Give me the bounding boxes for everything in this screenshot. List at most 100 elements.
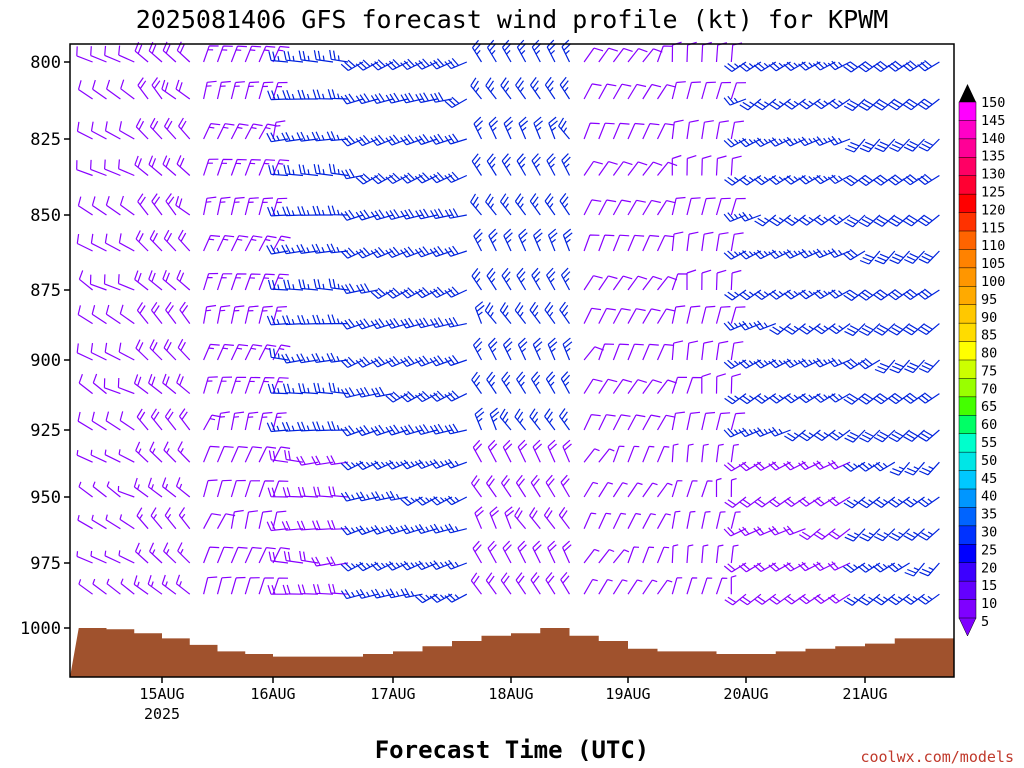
wind-barb [686, 340, 699, 361]
x-tick-label: 20AUG [723, 685, 768, 703]
wind-barb [106, 79, 121, 100]
wind-barb [859, 250, 881, 265]
wind-barb [385, 561, 409, 571]
wind-barb [842, 249, 866, 261]
wind-barb [282, 383, 304, 395]
wind-barb [487, 439, 498, 463]
colorbar-swatch [958, 322, 977, 343]
wind-barb [355, 460, 379, 471]
wind-barb [371, 386, 394, 398]
wind-barb [120, 79, 135, 100]
wind-barb [429, 593, 453, 603]
wind-barb [133, 477, 149, 498]
wind-barb [583, 414, 601, 431]
wind-barb [656, 200, 676, 216]
wind-barb [723, 95, 747, 106]
wind-barb [738, 137, 762, 148]
colorbar-label: 75 [981, 363, 997, 379]
wind-barb [598, 579, 613, 595]
wind-barb [503, 228, 513, 252]
wind-barb [560, 572, 571, 595]
wind-barb [656, 308, 676, 324]
wind-barb [444, 423, 467, 435]
colorbar-swatch [958, 470, 977, 490]
wind-barb [797, 136, 821, 147]
wind-barb [164, 408, 177, 431]
wind-barb [92, 373, 107, 395]
wind-barb [415, 92, 438, 104]
wind-barb [90, 46, 107, 63]
wind-barb [642, 379, 662, 394]
wind-barb [471, 153, 483, 176]
wind-barb [627, 512, 642, 529]
wind-barb [598, 161, 618, 176]
wind-barb [783, 358, 806, 369]
wind-barb [715, 373, 726, 394]
wind-barb [414, 496, 438, 506]
wind-barb [873, 98, 896, 111]
wind-barb [783, 562, 806, 572]
wind-barb [583, 548, 600, 564]
wind-barb [474, 407, 485, 431]
wind-barb [642, 546, 655, 564]
wind-barb [598, 378, 618, 394]
wind-barb [545, 572, 556, 595]
wind-barb [90, 550, 107, 564]
wind-barb [328, 278, 349, 291]
wind-barb [812, 136, 836, 146]
wind-barb [281, 244, 304, 255]
wind-barb [429, 246, 453, 258]
wind-barb [400, 496, 423, 507]
colorbar-label: 10 [981, 596, 997, 612]
colorbar-swatch [958, 304, 977, 324]
wind-barb [612, 414, 631, 431]
wind-barb [873, 429, 896, 443]
wind-barb [355, 135, 379, 147]
wind-barb [858, 98, 881, 111]
wind-barb [444, 316, 467, 328]
wind-barb [149, 339, 163, 361]
wind-barb [244, 45, 262, 63]
x-tick-label: 18AUG [488, 685, 533, 703]
wind-barb [283, 50, 304, 63]
wind-barb [560, 371, 571, 394]
wind-barb [532, 337, 543, 361]
wind-barb [370, 134, 394, 146]
wind-barb [671, 544, 679, 564]
wind-barb [503, 116, 514, 140]
wind-barb [282, 206, 304, 217]
wind-barb [546, 267, 556, 291]
colorbar-swatch [958, 120, 977, 140]
colorbar-label: 115 [981, 220, 1005, 236]
wind-barb [149, 441, 163, 463]
wind-barb [531, 153, 541, 176]
wind-barb [627, 161, 648, 176]
wind-barb [917, 392, 940, 404]
wind-barb [783, 98, 806, 110]
wind-barb [701, 340, 714, 361]
wind-barb [686, 443, 694, 463]
wind-barb [444, 133, 467, 145]
wind-barb [283, 551, 304, 564]
wind-barb [340, 59, 364, 72]
colorbar-swatch [958, 580, 977, 601]
wind-barb [544, 193, 556, 216]
wind-barb [385, 287, 409, 299]
wind-barb [474, 301, 485, 324]
wind-barb [471, 475, 482, 498]
wind-barb [400, 287, 423, 299]
wind-barb [355, 561, 379, 572]
wind-barb [355, 525, 379, 536]
wind-barb [738, 250, 762, 260]
wind-barb [872, 60, 896, 72]
wind-barb [813, 214, 836, 226]
wind-barb [485, 77, 497, 100]
wind-barb [612, 308, 631, 324]
colorbar-label: 70 [981, 381, 997, 397]
wind-barb [858, 593, 881, 606]
colorbar-label: 90 [981, 310, 997, 326]
wind-barb [216, 80, 231, 100]
wind-barb [355, 93, 379, 105]
wind-barb [484, 302, 497, 324]
